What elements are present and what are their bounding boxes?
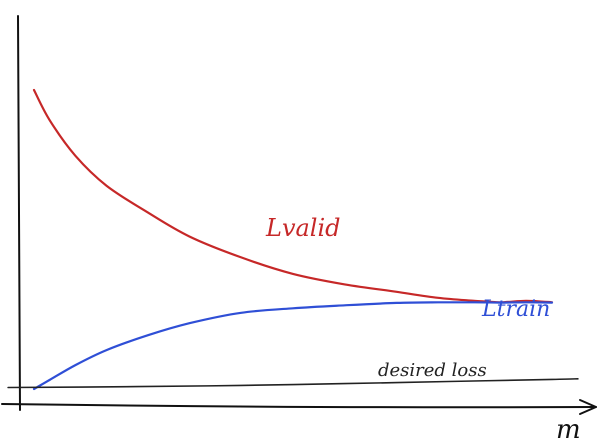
series-line-desired-loss bbox=[7, 378, 579, 389]
series-line-lvalid bbox=[32, 88, 554, 304]
series-label-ltrain: Ltrain bbox=[481, 297, 550, 322]
series-layer bbox=[7, 88, 579, 391]
x-axis-arrowhead bbox=[579, 399, 597, 415]
axes bbox=[1, 15, 597, 415]
x-axis-label: m bbox=[556, 415, 581, 445]
x-axis bbox=[1, 403, 597, 409]
series-label-desired-loss: desired loss bbox=[378, 360, 487, 381]
series-label-lvalid: Lvalid bbox=[265, 214, 341, 242]
label-layer: Lvalid Ltrain desired loss m bbox=[265, 214, 581, 445]
series-line-ltrain bbox=[32, 301, 554, 391]
y-axis bbox=[17, 15, 21, 411]
